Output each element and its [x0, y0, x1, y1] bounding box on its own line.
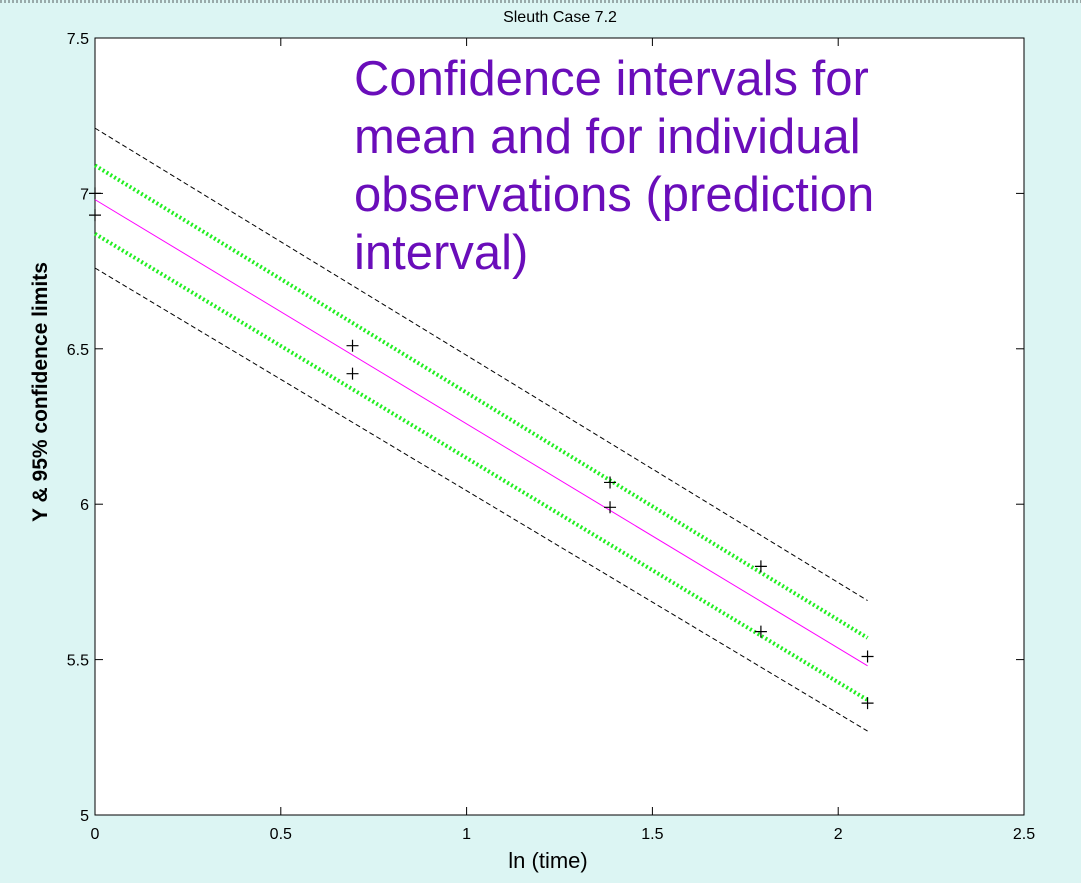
data-point: [346, 339, 359, 352]
data-point: [89, 209, 101, 222]
x-tick-label: 1.5: [641, 826, 663, 843]
y-tick-label: 6: [80, 497, 89, 514]
y-tick-label: 5: [80, 808, 89, 825]
data-point: [604, 476, 617, 489]
fitted-line: [94, 199, 868, 667]
x-tick-label: 0: [91, 826, 100, 843]
y-tick-label: 7: [80, 186, 89, 203]
y-tick-label: 7.5: [67, 31, 89, 48]
plot-marks: [89, 127, 874, 732]
data-point: [754, 560, 767, 573]
prediction-upper: [94, 127, 868, 601]
chart-title: Sleuth Case 7.2: [503, 9, 617, 26]
data-point: [861, 650, 874, 663]
y-tick-label: 6.5: [67, 342, 89, 359]
mean-ci-lower: [93, 232, 869, 702]
axis-ticks: 0 0.5 1 1.5 2 2.5 5 5.5 6 6.5 7 7.5: [67, 31, 1035, 843]
y-tick-label: 5.5: [67, 653, 89, 670]
y-axis-label: Y & 95% confidence limits: [29, 262, 52, 522]
window-top-border: [0, 0, 1081, 3]
x-tick-label: 1: [462, 826, 471, 843]
plot-area: [94, 37, 1025, 816]
chart-annotation: Confidence intervals for mean and for in…: [354, 52, 875, 280]
x-tick-label: 2: [834, 826, 843, 843]
data-point: [346, 367, 359, 380]
x-axis-label: ln (time): [508, 848, 587, 873]
data-point: [861, 697, 874, 710]
x-tick-label: 2.5: [1013, 826, 1035, 843]
data-point: [604, 501, 617, 514]
data-point: [754, 625, 767, 638]
prediction-lower: [94, 267, 868, 732]
x-tick-label: 0.5: [270, 826, 292, 843]
